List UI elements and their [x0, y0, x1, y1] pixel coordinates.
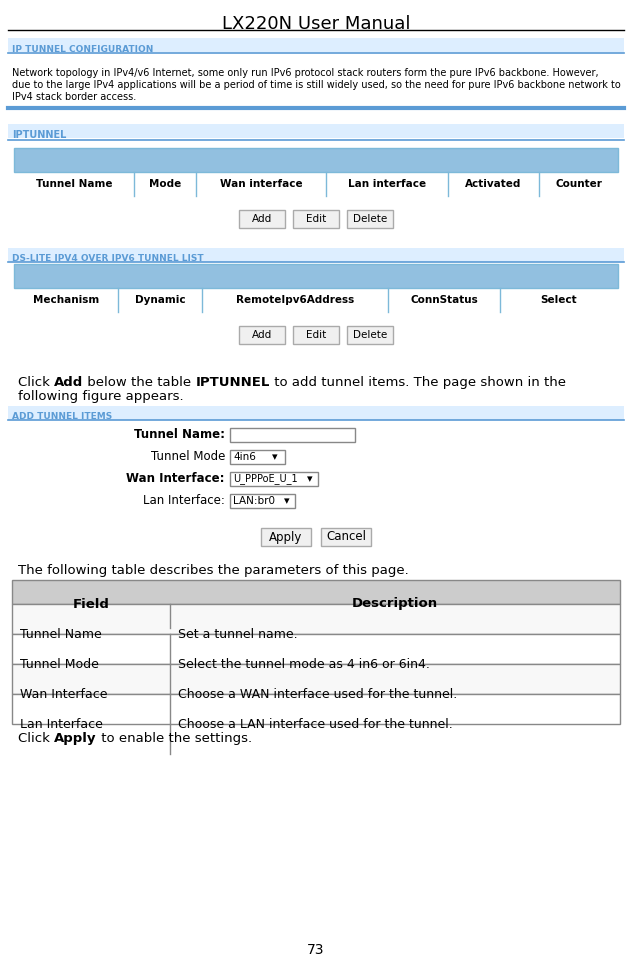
Text: Add: Add: [252, 330, 272, 340]
Text: Delete: Delete: [353, 330, 387, 340]
Text: Set a tunnel name.: Set a tunnel name.: [178, 628, 298, 640]
Text: to enable the settings.: to enable the settings.: [97, 732, 252, 745]
Bar: [347, 210, 393, 228]
Text: Tunnel Mode: Tunnel Mode: [150, 450, 225, 462]
Bar: [8, 38, 624, 52]
Text: RemoteIpv6Address: RemoteIpv6Address: [236, 295, 354, 305]
Text: Lan Interface: Lan Interface: [20, 718, 103, 730]
Text: ▾: ▾: [307, 474, 313, 484]
Bar: [14, 264, 618, 288]
Bar: [261, 528, 311, 546]
Bar: [230, 428, 355, 442]
Text: IPv4 stack border access.: IPv4 stack border access.: [12, 92, 137, 102]
Bar: [230, 494, 295, 508]
Text: Click: Click: [18, 376, 54, 389]
Bar: [12, 664, 620, 694]
Text: Counter: Counter: [555, 179, 602, 189]
Text: Network topology in IPv4/v6 Internet, some only run IPv6 protocol stack routers : Network topology in IPv4/v6 Internet, so…: [12, 68, 599, 78]
Text: LAN:br0: LAN:br0: [233, 496, 275, 506]
Text: 4in6: 4in6: [233, 452, 256, 462]
Text: Tunnel Mode: Tunnel Mode: [20, 657, 99, 671]
Text: Edit: Edit: [306, 330, 326, 340]
Text: following figure appears.: following figure appears.: [18, 390, 184, 403]
Text: IPTUNNEL: IPTUNNEL: [12, 130, 66, 140]
Text: Wan Interface: Wan Interface: [20, 687, 107, 701]
Text: ConnStatus: ConnStatus: [410, 295, 478, 305]
Text: ▾: ▾: [284, 496, 290, 506]
Text: Delete: Delete: [353, 214, 387, 224]
Bar: [321, 528, 371, 546]
Text: ▾: ▾: [272, 452, 278, 462]
Text: below the table: below the table: [83, 376, 196, 389]
Bar: [8, 406, 624, 420]
Text: Activated: Activated: [465, 179, 521, 189]
Text: Description: Description: [352, 598, 438, 610]
Text: LX220N User Manual: LX220N User Manual: [222, 15, 410, 33]
Bar: [293, 210, 339, 228]
Text: DS-LITE IPV4 OVER IPV6 TUNNEL LIST: DS-LITE IPV4 OVER IPV6 TUNNEL LIST: [12, 254, 204, 263]
Text: Select: Select: [541, 295, 577, 305]
Text: Apply: Apply: [269, 530, 303, 544]
Text: Choose a LAN interface used for the tunnel.: Choose a LAN interface used for the tunn…: [178, 718, 453, 730]
Bar: [12, 694, 620, 724]
Bar: [230, 472, 318, 486]
Text: Field: Field: [73, 598, 109, 610]
Text: Mechanism: Mechanism: [33, 295, 99, 305]
Bar: [347, 326, 393, 344]
Text: 73: 73: [307, 943, 325, 957]
Text: Edit: Edit: [306, 214, 326, 224]
Text: Lan interface: Lan interface: [348, 179, 426, 189]
Text: Lan Interface:: Lan Interface:: [143, 494, 225, 506]
Bar: [12, 604, 620, 634]
Text: Wan Interface:: Wan Interface:: [126, 472, 225, 484]
Text: Choose a WAN interface used for the tunnel.: Choose a WAN interface used for the tunn…: [178, 687, 457, 701]
Text: Add: Add: [54, 376, 83, 389]
Bar: [12, 634, 620, 664]
Bar: [230, 450, 285, 464]
Bar: [14, 148, 618, 172]
Text: Add: Add: [252, 214, 272, 224]
Text: Cancel: Cancel: [326, 530, 366, 544]
Text: Wan interface: Wan interface: [220, 179, 302, 189]
Text: Click: Click: [18, 732, 54, 745]
Text: U_PPPoE_U_1: U_PPPoE_U_1: [233, 474, 298, 484]
Text: Mode: Mode: [149, 179, 181, 189]
Bar: [239, 210, 285, 228]
Text: Tunnel Name: Tunnel Name: [36, 179, 112, 189]
Bar: [8, 248, 624, 262]
Text: The following table describes the parameters of this page.: The following table describes the parame…: [18, 564, 409, 577]
Bar: [293, 326, 339, 344]
Text: to add tunnel items. The page shown in the: to add tunnel items. The page shown in t…: [270, 376, 566, 389]
Text: IPTUNNEL: IPTUNNEL: [196, 376, 270, 389]
Text: Tunnel Name: Tunnel Name: [20, 628, 102, 640]
Text: due to the large IPv4 applications will be a period of time is still widely used: due to the large IPv4 applications will …: [12, 80, 621, 90]
Text: IP TUNNEL CONFIGURATION: IP TUNNEL CONFIGURATION: [12, 45, 154, 54]
Text: ADD TUNNEL ITEMS: ADD TUNNEL ITEMS: [12, 412, 112, 421]
Bar: [239, 326, 285, 344]
Text: Dynamic: Dynamic: [135, 295, 185, 305]
Text: Select the tunnel mode as 4 in6 or 6in4.: Select the tunnel mode as 4 in6 or 6in4.: [178, 657, 430, 671]
Text: Tunnel Name:: Tunnel Name:: [134, 428, 225, 440]
Bar: [12, 580, 620, 604]
Bar: [8, 124, 624, 138]
Text: Apply: Apply: [54, 732, 97, 745]
